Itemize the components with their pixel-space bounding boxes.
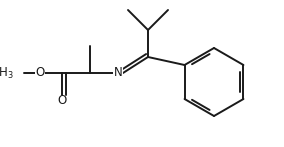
Text: N: N <box>114 66 122 80</box>
Text: O: O <box>57 93 67 106</box>
Text: O: O <box>36 66 45 80</box>
Text: CH$_3$: CH$_3$ <box>0 65 14 81</box>
